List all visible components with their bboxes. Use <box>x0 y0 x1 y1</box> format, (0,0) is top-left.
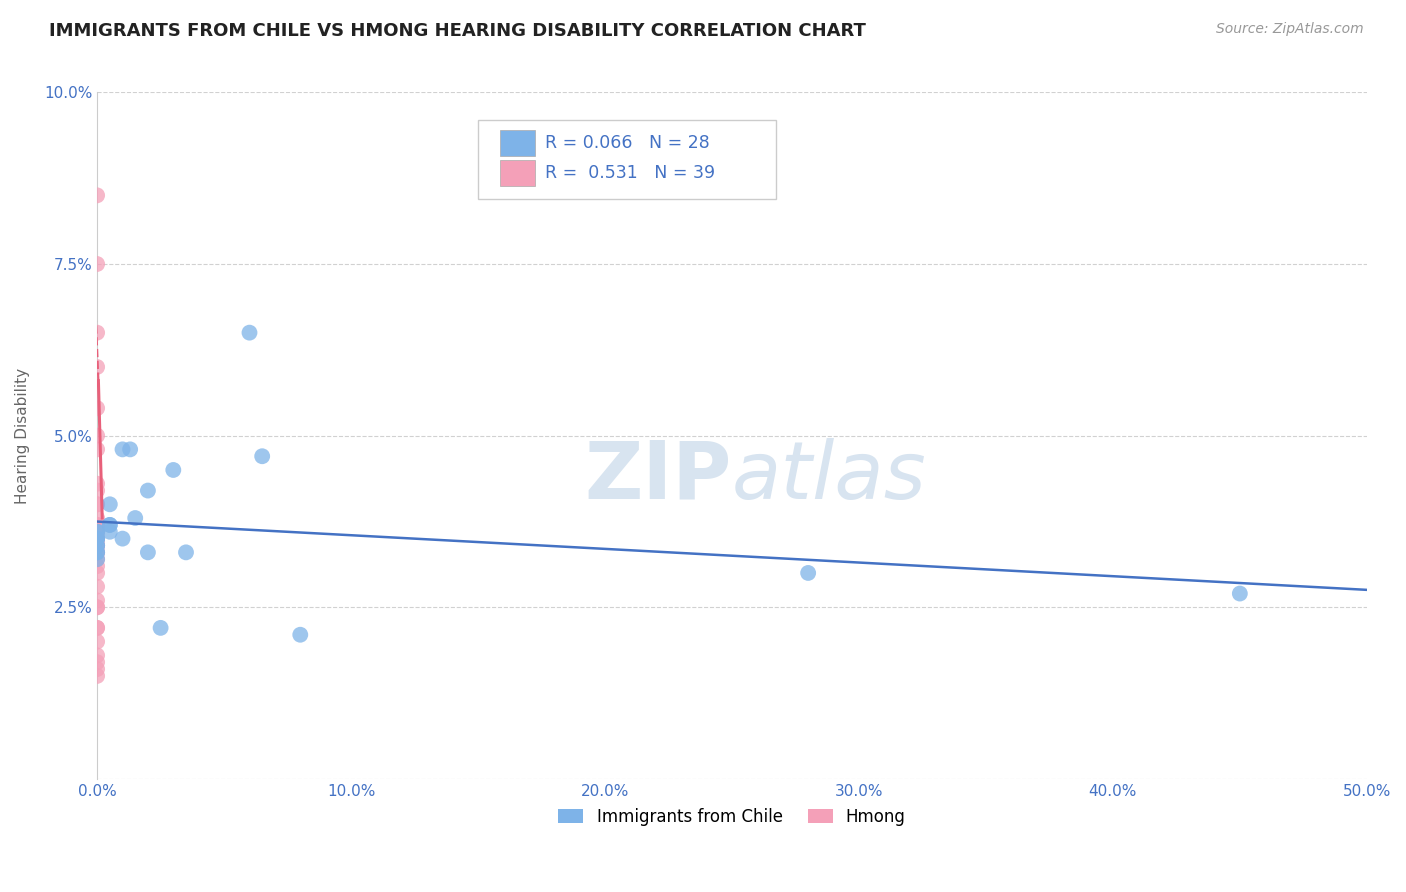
Legend: Immigrants from Chile, Hmong: Immigrants from Chile, Hmong <box>551 801 912 832</box>
Point <box>290 628 312 642</box>
Point <box>86 532 108 546</box>
Point <box>86 662 108 676</box>
Point <box>98 524 121 539</box>
Point <box>86 545 108 559</box>
Point <box>86 539 108 553</box>
Point <box>86 524 108 539</box>
Point <box>86 669 108 683</box>
Point <box>250 449 273 463</box>
Text: IMMIGRANTS FROM CHILE VS HMONG HEARING DISABILITY CORRELATION CHART: IMMIGRANTS FROM CHILE VS HMONG HEARING D… <box>49 22 866 40</box>
Point <box>86 532 108 546</box>
Point <box>162 463 184 477</box>
Point <box>86 497 108 511</box>
Point <box>86 552 108 566</box>
Point <box>149 621 172 635</box>
Point <box>86 532 108 546</box>
Point <box>86 648 108 663</box>
Point <box>86 566 108 580</box>
Point <box>86 497 108 511</box>
Point <box>86 188 108 202</box>
Point <box>86 483 108 498</box>
Point <box>86 655 108 669</box>
Y-axis label: Hearing Disability: Hearing Disability <box>15 368 30 504</box>
Text: R =  0.531   N = 39: R = 0.531 N = 39 <box>546 164 716 182</box>
Point <box>86 517 108 532</box>
Point <box>111 532 134 546</box>
Point <box>86 257 108 271</box>
Point <box>86 539 108 553</box>
Point <box>86 600 108 615</box>
Text: R = 0.066   N = 28: R = 0.066 N = 28 <box>546 134 710 153</box>
Point <box>86 476 108 491</box>
Point <box>120 442 142 457</box>
Point <box>136 483 159 498</box>
Point <box>86 621 108 635</box>
Point <box>86 552 108 566</box>
Point <box>86 580 108 594</box>
Text: Source: ZipAtlas.com: Source: ZipAtlas.com <box>1216 22 1364 37</box>
Point <box>86 559 108 574</box>
Point <box>98 517 121 532</box>
Point <box>86 532 108 546</box>
Point <box>86 545 108 559</box>
Point <box>86 524 108 539</box>
Point <box>86 532 108 546</box>
Point <box>86 539 108 553</box>
Text: ZIP: ZIP <box>585 438 733 516</box>
Bar <box>499 161 536 186</box>
Text: atlas: atlas <box>733 438 927 516</box>
Point <box>98 497 121 511</box>
Point <box>86 401 108 416</box>
Point <box>86 532 108 546</box>
Point <box>111 442 134 457</box>
Point <box>86 524 108 539</box>
Point <box>86 326 108 340</box>
Point <box>86 524 108 539</box>
Point <box>86 539 108 553</box>
Point <box>86 524 108 539</box>
Point <box>86 428 108 442</box>
Point <box>86 511 108 525</box>
Point <box>86 621 108 635</box>
Point <box>86 545 108 559</box>
Point <box>797 566 820 580</box>
Point <box>136 545 159 559</box>
Point <box>86 634 108 648</box>
FancyBboxPatch shape <box>478 120 776 199</box>
Point <box>98 517 121 532</box>
Point <box>86 545 108 559</box>
Point <box>86 539 108 553</box>
Bar <box>499 130 536 156</box>
Point <box>86 600 108 615</box>
Point <box>238 326 260 340</box>
Point <box>174 545 197 559</box>
Point <box>1229 586 1251 600</box>
Point <box>86 593 108 607</box>
Point <box>86 442 108 457</box>
Point <box>86 359 108 374</box>
Point <box>86 517 108 532</box>
Point <box>124 511 146 525</box>
